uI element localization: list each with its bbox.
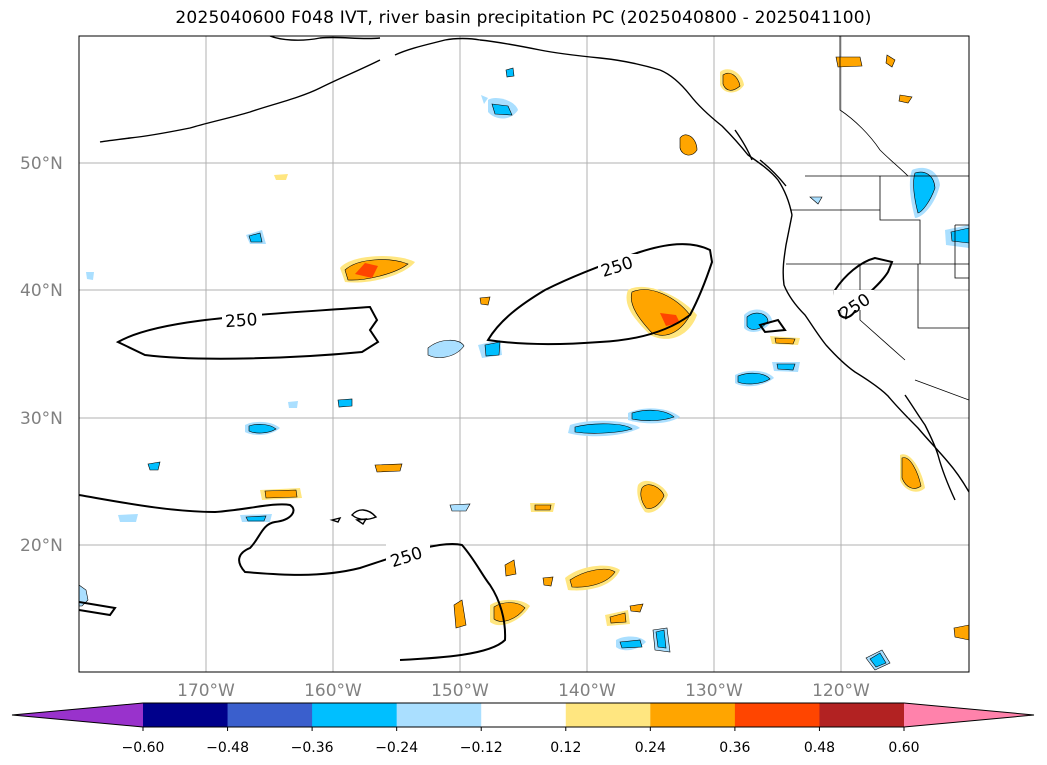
lat-label: 50°N — [20, 154, 63, 174]
map-title: 2025040600 F048 IVT, river basin precipi… — [175, 8, 872, 28]
negative-anomaly — [79, 67, 969, 671]
colorbar-extend-max — [904, 703, 1034, 727]
lat-label: 30°N — [20, 409, 63, 429]
ivt-contour-sw-tail — [79, 601, 117, 617]
colorbar-segment — [819, 703, 905, 727]
lon-label: 170°W — [177, 681, 235, 701]
colorbar-segment — [734, 703, 820, 727]
lon-labels: 170°W 160°W 150°W 140°W 130°W 120°W — [177, 681, 870, 701]
ivt-contour-west — [115, 305, 380, 360]
lon-label: 160°W — [304, 681, 362, 701]
ivt-contour-central — [486, 243, 714, 346]
contour-labels: 250 250 250 250 — [222, 253, 874, 572]
precip-anomaly-patches — [79, 54, 969, 671]
colorbar-tick-label: −0.48 — [206, 740, 249, 756]
colorbar-extend-min — [12, 703, 143, 727]
colorbar-tick-label: 0.24 — [635, 740, 666, 756]
lon-label: 150°W — [431, 681, 489, 701]
colorbar: −0.60 −0.48 −0.36 −0.24 −0.12 0.12 0.24 0.36 0.4… — [11, 702, 1035, 756]
ivt-contours — [79, 243, 894, 661]
ivt-contour-small — [758, 318, 787, 334]
colorbar-tick-label: −0.24 — [375, 740, 418, 756]
colorbar-segment — [396, 703, 482, 727]
lat-labels: 50°N 40°N 30°N 20°N — [20, 154, 63, 556]
map-panel[interactable]: 250 250 250 250 — [79, 36, 969, 672]
colorbar-segment — [312, 703, 398, 727]
positive-anomaly — [260, 54, 969, 641]
colorbar-tick-label: −0.36 — [291, 740, 334, 756]
colorbar-segment — [565, 703, 651, 727]
colorbar-tick-label: 0.12 — [550, 740, 581, 756]
lon-label: 140°W — [558, 681, 616, 701]
lon-label: 130°W — [685, 681, 743, 701]
ivt-contour-south — [79, 494, 507, 661]
colorbar-segment — [143, 703, 229, 727]
colorbar-tick-label: −0.60 — [122, 740, 165, 756]
colorbar-tick-label: 0.48 — [804, 740, 835, 756]
colorbar-tick-label: −0.12 — [460, 740, 503, 756]
lat-label: 40°N — [20, 281, 63, 301]
coastlines — [99, 36, 969, 525]
map-frame — [78, 35, 970, 673]
lon-label: 120°W — [812, 681, 870, 701]
political-borders — [786, 36, 969, 401]
colorbar-ticks: −0.60 −0.48 −0.36 −0.24 −0.12 0.12 0.24 0.36 0.4… — [122, 727, 920, 756]
colorbar-segment — [481, 703, 567, 727]
colorbar-tick-label: 0.60 — [888, 740, 919, 756]
colorbar-segment — [227, 703, 313, 727]
colorbar-segments — [11, 702, 1035, 728]
colorbar-tick-label: 0.36 — [719, 740, 750, 756]
contour-label: 250 — [224, 310, 258, 332]
lat-label: 20°N — [20, 536, 63, 556]
gridlines — [79, 36, 969, 672]
colorbar-segment — [650, 703, 736, 727]
